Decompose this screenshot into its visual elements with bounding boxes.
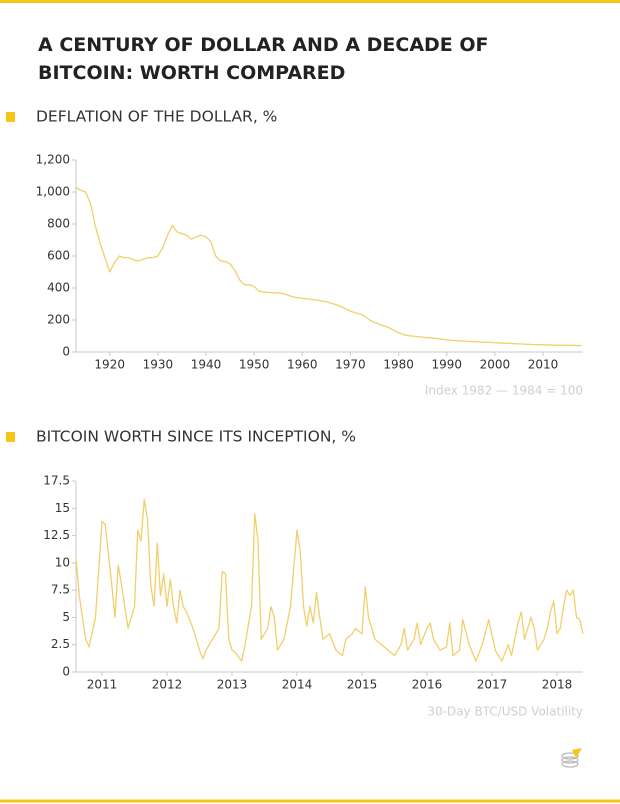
logo (561, 748, 582, 768)
y-tick-label: 0 (62, 345, 70, 359)
x-tick-label: 2016 (412, 678, 443, 692)
y-tick-label: 7.5 (51, 583, 70, 597)
x-tick-label: 2011 (87, 678, 118, 692)
y-tick-label: 10 (55, 555, 70, 569)
y-tick-label: 400 (47, 281, 70, 295)
x-tick-label: 1950 (239, 358, 270, 372)
x-tick-label: 2015 (347, 678, 378, 692)
x-tick-label: 2017 (477, 678, 508, 692)
page-title: A CENTURY OF DOLLAR AND A DECADE OF BITC… (38, 34, 489, 84)
x-tick-label: 2010 (528, 358, 559, 372)
y-tick-label: 17.5 (43, 474, 70, 488)
x-tick-label: 1960 (287, 358, 318, 372)
section-title: DEFLATION OF THE DOLLAR, % (36, 108, 277, 126)
x-tick-label: 1980 (383, 358, 414, 372)
x-tick-label: 2013 (217, 678, 248, 692)
section-marker (6, 432, 15, 442)
y-tick-label: 600 (47, 249, 70, 263)
x-tick-label: 1920 (94, 358, 125, 372)
x-tick-label: 2012 (152, 678, 183, 692)
x-tick-label: 1990 (431, 358, 462, 372)
x-tick-label: 1970 (335, 358, 366, 372)
y-tick-label: 12.5 (43, 528, 70, 542)
x-tick-label: 2014 (282, 678, 313, 692)
section-title: BITCOIN WORTH SINCE ITS INCEPTION, % (36, 428, 356, 446)
data-line (75, 498, 584, 662)
section-marker (6, 112, 15, 122)
y-tick-label: 2.5 (51, 637, 70, 651)
chart-note: Index 1982 — 1984 = 100 (425, 384, 583, 398)
y-tick-label: 200 (47, 313, 70, 327)
y-tick-label: 15 (55, 501, 70, 515)
data-line (75, 186, 582, 347)
y-tick-label: 1,000 (36, 185, 70, 199)
y-tick-label: 1,200 (36, 153, 70, 167)
x-tick-label: 2018 (542, 678, 573, 692)
x-tick-label: 1930 (143, 358, 174, 372)
chart-note: 30-Day BTC/USD Volatility (427, 705, 583, 719)
x-tick-label: 1940 (191, 358, 222, 372)
y-tick-label: 800 (47, 217, 70, 231)
x-tick-label: 2000 (480, 358, 511, 372)
y-tick-label: 0 (62, 665, 70, 679)
y-tick-label: 5 (62, 610, 70, 624)
